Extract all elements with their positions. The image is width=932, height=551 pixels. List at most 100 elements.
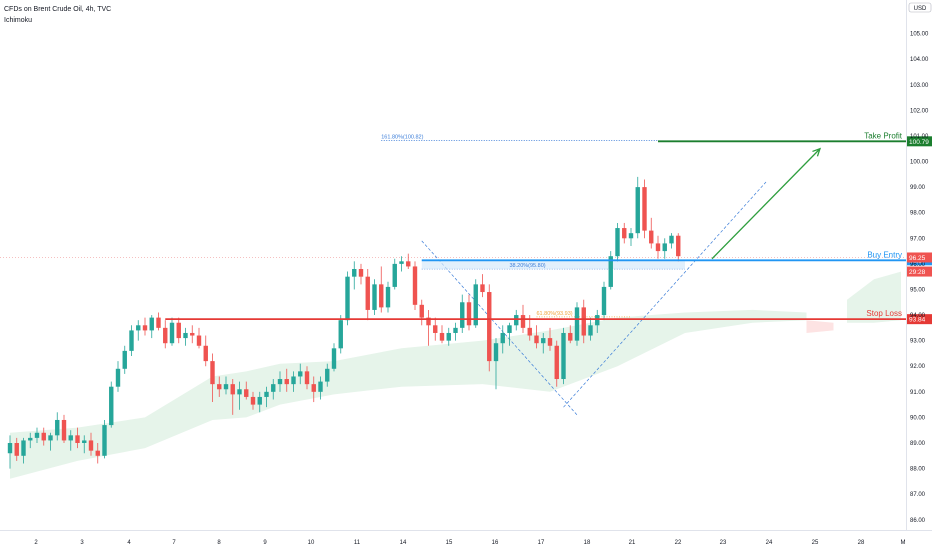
indicator-label[interactable]: Ichimoku — [4, 17, 33, 24]
candle-bullish — [21, 440, 26, 456]
stop-loss-price-badge: 93.84 — [907, 314, 932, 325]
buy-entry-zone — [421, 260, 685, 269]
candle-bullish — [115, 368, 121, 387]
candle-bullish — [507, 325, 512, 333]
candle-bullish — [237, 389, 242, 395]
candle-bullish — [514, 315, 519, 326]
current-price-text: 96.25 — [909, 255, 926, 262]
price-axis[interactable]: 100.7996.1493.8486.0087.0088.0089.0090.0… — [906, 0, 932, 530]
candle-bullish — [325, 368, 330, 382]
candle-bullish — [277, 379, 283, 385]
time-tick-label: 10 — [308, 540, 315, 546]
candle-bullish — [223, 384, 229, 390]
candle-bearish — [311, 384, 316, 392]
time-tick-label: 28 — [858, 540, 865, 546]
candle-bullish — [352, 269, 357, 277]
symbol-title[interactable]: CFDs on Brent Crude Oil, 4h, TVC — [4, 6, 112, 13]
candle-bearish — [14, 443, 19, 456]
candle-bullish — [460, 302, 465, 328]
chart-area[interactable]: Take Profit Buy Entry Stop Loss 161.80%(100… — [0, 0, 906, 530]
candle-bullish — [82, 440, 87, 443]
candle-bearish — [190, 332, 195, 336]
current-price-badge-bg — [907, 252, 932, 263]
candle-bullish — [55, 419, 60, 436]
fib-trend-line — [563, 181, 767, 408]
time-tick-label: 21 — [629, 540, 636, 546]
time-axis-scale[interactable]: 2 3 4 7 8 9 10 11 14 15 16 17 18 21 22 23 24 25 28 M — [0, 531, 932, 551]
price-tick-label: 94.00 — [910, 313, 926, 319]
candle-bearish — [412, 266, 418, 305]
candle-bearish — [358, 269, 364, 277]
candle-bearish — [365, 276, 370, 310]
candle-bullish — [541, 338, 546, 344]
candle-bullish — [345, 276, 350, 321]
price-tick-label: 101.00 — [910, 134, 929, 140]
current-price-badge: 96.25 — [907, 252, 932, 263]
price-tick-label: 87.00 — [910, 492, 926, 498]
price-axis-scale[interactable]: 100.7996.1493.8486.0087.0088.0089.0090.0… — [907, 0, 932, 530]
candle-bullish — [595, 315, 600, 326]
time-tick-label: 9 — [263, 540, 267, 546]
price-chart[interactable]: Take Profit Buy Entry Stop Loss 161.80%(100… — [0, 0, 906, 530]
candle-bullish — [601, 286, 607, 316]
time-tick-label: 3 — [80, 540, 84, 546]
candle-bullish — [453, 327, 458, 333]
candle-bullish — [372, 284, 377, 310]
candle-bearish — [196, 335, 202, 346]
candle-bullish — [338, 320, 343, 349]
target-arrow-line — [711, 148, 821, 260]
time-tick-label: 25 — [812, 540, 819, 546]
candle-bullish — [669, 235, 674, 244]
price-tick-label: 102.00 — [910, 108, 929, 114]
candle-bullish — [264, 391, 269, 397]
candle-bearish — [419, 304, 424, 318]
candle-bullish — [561, 332, 566, 380]
price-tick-label: 99.00 — [910, 185, 926, 191]
candle-bullish — [635, 187, 640, 234]
candle-bullish — [500, 332, 505, 344]
candle-bullish — [446, 332, 451, 341]
stop-loss-price-badge-bg — [907, 314, 932, 325]
price-tick-label: 104.00 — [910, 57, 929, 63]
stop-loss-price-text: 93.84 — [909, 317, 926, 324]
candle-bearish — [95, 450, 100, 456]
currency-badge-frame — [908, 2, 932, 13]
candle-bullish — [34, 432, 40, 438]
candle-bearish — [88, 440, 94, 451]
time-tick-label: 14 — [400, 540, 407, 546]
candle-bearish — [61, 419, 67, 441]
currency-badge-text: USD — [914, 6, 927, 12]
take-profit-label: Take Profit — [864, 131, 903, 140]
time-tick-label: 24 — [766, 540, 773, 546]
price-tick-label: 98.00 — [910, 211, 926, 217]
price-tick-label: 95.00 — [910, 287, 926, 293]
candle-bearish — [534, 335, 539, 344]
time-tick-label: 18 — [584, 540, 591, 546]
candle-bullish — [493, 343, 499, 362]
candle-bearish — [379, 284, 384, 308]
fib-swing-line — [421, 240, 578, 416]
candle-bullish — [136, 325, 141, 331]
candle-bearish — [176, 322, 181, 339]
candle-bullish — [291, 376, 296, 385]
time-tick-label: 15 — [446, 540, 453, 546]
fib-label: 61.80%(93.93) — [537, 311, 573, 317]
candle-bearish — [250, 396, 256, 405]
take-profit-price-text: 100.79 — [909, 139, 929, 146]
candle-bullish — [628, 233, 634, 239]
candle-bullish — [68, 435, 73, 441]
candle-bearish — [439, 332, 445, 341]
ichimoku-cloud-bullish — [10, 309, 807, 479]
candle-bullish — [615, 228, 620, 257]
time-tick-label: 17 — [538, 540, 545, 546]
time-tick-label: 23 — [720, 540, 727, 546]
candle-bullish — [122, 350, 127, 369]
price-tick-label: 93.00 — [910, 339, 926, 345]
price-tick-label: 103.00 — [910, 83, 929, 89]
time-axis[interactable]: 2 3 4 7 8 9 10 11 14 15 16 17 18 21 22 23 24 25 28 M — [0, 530, 932, 550]
price-tick-label: 105.00 — [910, 32, 929, 38]
candle-bullish — [129, 330, 134, 351]
time-tick-label: 22 — [675, 540, 682, 546]
candle-bearish — [203, 345, 208, 362]
time-tick-label: 11 — [354, 540, 361, 546]
